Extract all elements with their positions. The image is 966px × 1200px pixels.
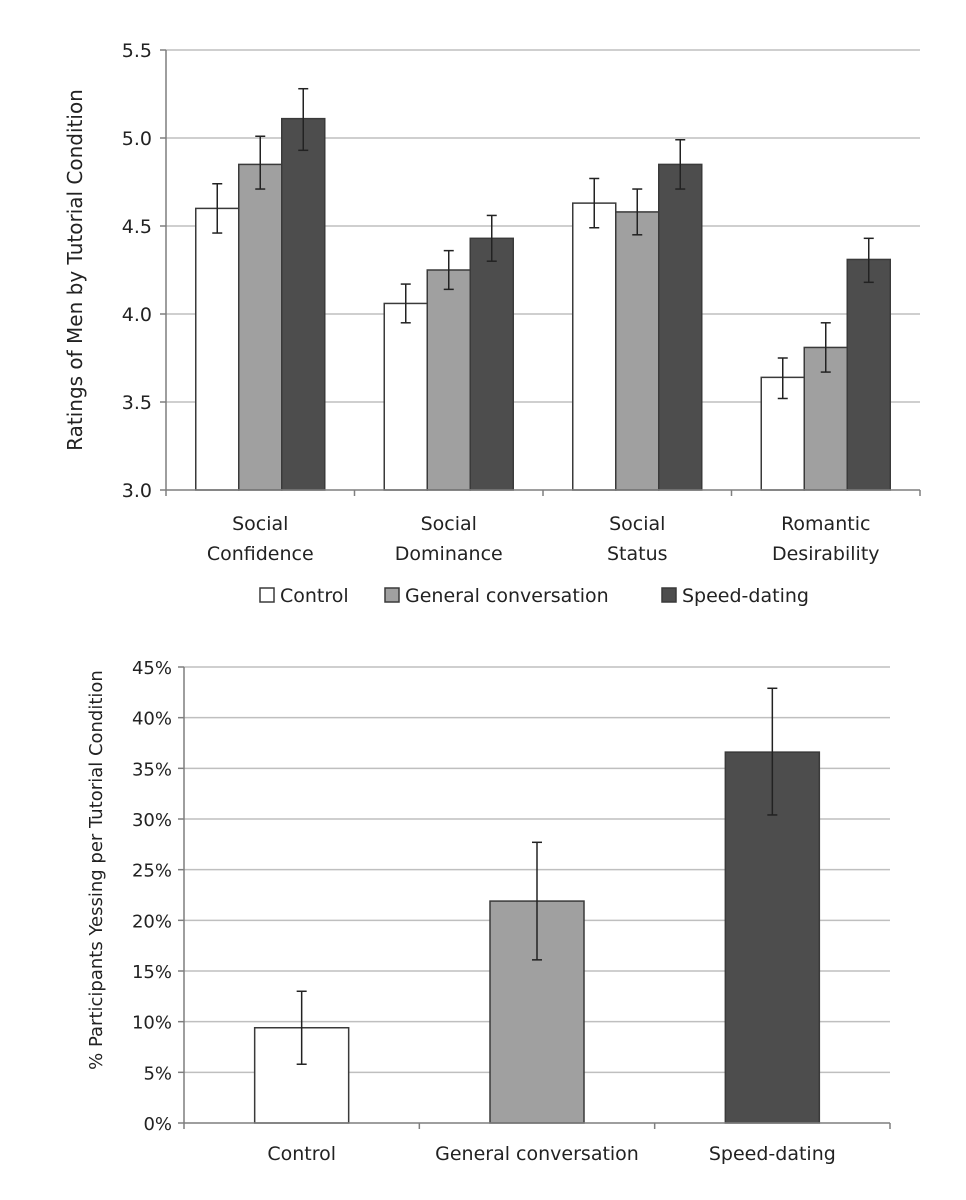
bar-speed-dating (846, 258, 891, 491)
x-tick-label-line: Dominance (395, 543, 503, 565)
y-tick-labels: 0% 5% 10% 15% 20% 25% 30% 35% 40% 45% (132, 658, 172, 1135)
bar-general-conversation (615, 211, 660, 491)
x-tick-labels: Control General conversation Speed-dating (267, 1143, 835, 1165)
x-tick-label: Social Confidence (207, 513, 314, 565)
legend-swatch (384, 587, 400, 603)
y-tick-label: 3.0 (122, 480, 152, 502)
x-tick-label-line: Desirability (772, 543, 880, 565)
bar-speed-dating (469, 237, 514, 491)
error-bars (212, 87, 874, 400)
y-tick-label: 40% (132, 709, 172, 730)
y-tick-label: 5% (143, 1063, 172, 1084)
y-tick-label: 10% (132, 1013, 172, 1034)
axes (178, 666, 891, 1129)
y-tick-label: 4.0 (122, 304, 152, 326)
y-tick-label: 3.5 (122, 392, 152, 414)
legend-label: Control (280, 585, 349, 607)
legend-label: General conversation (405, 585, 609, 607)
x-tick-label-line: Confidence (207, 543, 314, 565)
legend-swatch (259, 587, 275, 603)
axes (160, 49, 921, 496)
yessing-chart: 0% 5% 10% 15% 20% 25% 30% 35% 40% 45% Control Gene… (86, 658, 891, 1165)
y-tick-label: 25% (132, 861, 172, 882)
bar-speed-dating (281, 117, 326, 491)
ratings-chart: 3.03.54.04.55.05.5 Social ConfidenceSocia… (63, 40, 921, 607)
y-axis-label: % Participants Yessing per Tutorial Cond… (86, 670, 107, 1070)
y-tick-label: 5.0 (122, 128, 152, 150)
y-tick-label: 45% (132, 658, 172, 679)
legend-swatch (661, 587, 677, 603)
bar-control (572, 202, 617, 491)
bar-speed-dating (658, 163, 703, 491)
y-tick-labels: 3.0 3.5 4.0 4.5 5.0 5.5 (122, 40, 152, 502)
y-tick-label: 30% (132, 810, 172, 831)
x-tick-label-line: Romantic (781, 513, 870, 535)
x-tick-label: Control (267, 1143, 336, 1165)
y-tick-label: 5.5 (122, 40, 152, 62)
bar-group (195, 117, 891, 491)
bar-general-conversation (426, 269, 471, 491)
bar-general-conversation (238, 163, 283, 491)
x-tick-label-line: Social (232, 513, 288, 535)
y-tick-label: 35% (132, 759, 172, 780)
x-tick-label: Speed-dating (709, 1143, 836, 1165)
y-axis-label: Ratings of Men by Tutorial Condition (63, 89, 87, 451)
x-tick-label: Romantic Desirability (772, 513, 880, 565)
x-tick-label: General conversation (435, 1143, 639, 1165)
x-tick-label-line: Social (609, 513, 665, 535)
y-tick-label: 4.5 (122, 216, 152, 238)
x-tick-label-line: Social (421, 513, 477, 535)
x-tick-label: Social Status (607, 513, 668, 565)
x-tick-label-line: Status (607, 543, 668, 565)
x-tick-labels: Social Confidence Social Dominance Social Sta… (207, 513, 880, 565)
y-tick-label: 0% (143, 1114, 172, 1135)
y-tick-label: 20% (132, 911, 172, 932)
error-bars (296, 687, 778, 1065)
bar-control (383, 302, 428, 491)
legend-label: Speed-dating (682, 585, 809, 607)
x-tick-label: Social Dominance (395, 513, 503, 565)
legend: Control General conversation Speed-dating (259, 585, 809, 607)
y-tick-label: 15% (132, 962, 172, 983)
bar-control (195, 207, 240, 491)
